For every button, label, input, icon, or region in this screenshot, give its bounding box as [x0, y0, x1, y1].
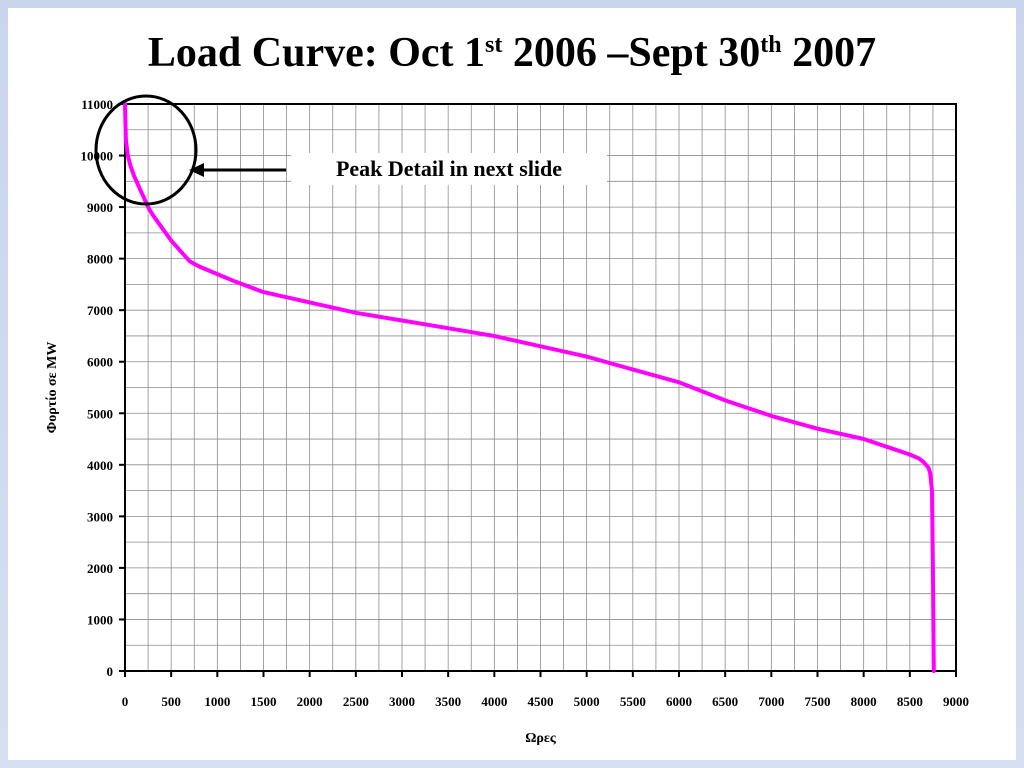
y-tick-label: 6000 [87, 355, 113, 370]
y-tick-label: 3000 [87, 509, 113, 524]
y-tick-label: 11000 [81, 97, 113, 112]
title-superscript-st: st [485, 32, 503, 58]
x-tick-label: 8000 [851, 694, 877, 709]
callout-label: Peak Detail in next slide [291, 153, 607, 185]
x-tick-label: 3000 [389, 694, 415, 709]
y-tick-label: 1000 [87, 612, 113, 627]
y-tick-label: 7000 [87, 303, 113, 318]
x-tick-label: 6000 [666, 694, 692, 709]
title-part-end: 2007 [781, 30, 877, 76]
y-tick-label: 2000 [87, 561, 113, 576]
slide-background [8, 8, 1016, 760]
title-part-mid: 2006 –Sept 30 [502, 30, 761, 76]
x-tick-label: 1000 [204, 694, 230, 709]
peak-highlight-ellipse [94, 94, 198, 206]
x-tick-label: 6500 [712, 694, 738, 709]
x-tick-label: 500 [161, 694, 181, 709]
x-tick-label: 7000 [758, 694, 784, 709]
x-tick-label: 8500 [897, 694, 923, 709]
x-tick-label: 4500 [528, 694, 554, 709]
tick-layer: 0 500 1000 1500 2000 2500 3000 3500 4000 4500 5000… [81, 97, 970, 709]
series-line-load [123, 102, 936, 673]
y-tick-label: 9000 [87, 200, 113, 215]
y-tick-label: 0 [107, 664, 114, 679]
x-tick-label: 7500 [805, 694, 831, 709]
y-axis-title: Φορτίο σε MW [45, 342, 60, 434]
x-tick-label: 5500 [620, 694, 646, 709]
x-tick-label: 2000 [297, 694, 323, 709]
title-part-main: Load Curve: Oct 1 [147, 30, 486, 76]
x-tick-label: 9000 [943, 694, 969, 709]
x-tick-label: 1500 [251, 694, 277, 709]
title-superscript-th: th [760, 32, 782, 58]
x-tick-label: 2500 [343, 694, 369, 709]
x-axis-title: Ωρες [525, 731, 557, 746]
x-tick-label: 0 [122, 694, 129, 709]
x-tick-label: 5000 [574, 694, 600, 709]
y-tick-label: 8000 [87, 252, 113, 267]
callout-arrow-head [189, 163, 204, 177]
grid-layer [124, 103, 957, 672]
y-tick-label: 4000 [87, 458, 113, 473]
x-tick-label: 3500 [435, 694, 461, 709]
y-tick-label: 5000 [87, 406, 113, 421]
slide-title: Load Curve: Oct 1st 2006 –Sept 30th 2007 [0, 30, 1024, 76]
x-tick-label: 4000 [481, 694, 507, 709]
